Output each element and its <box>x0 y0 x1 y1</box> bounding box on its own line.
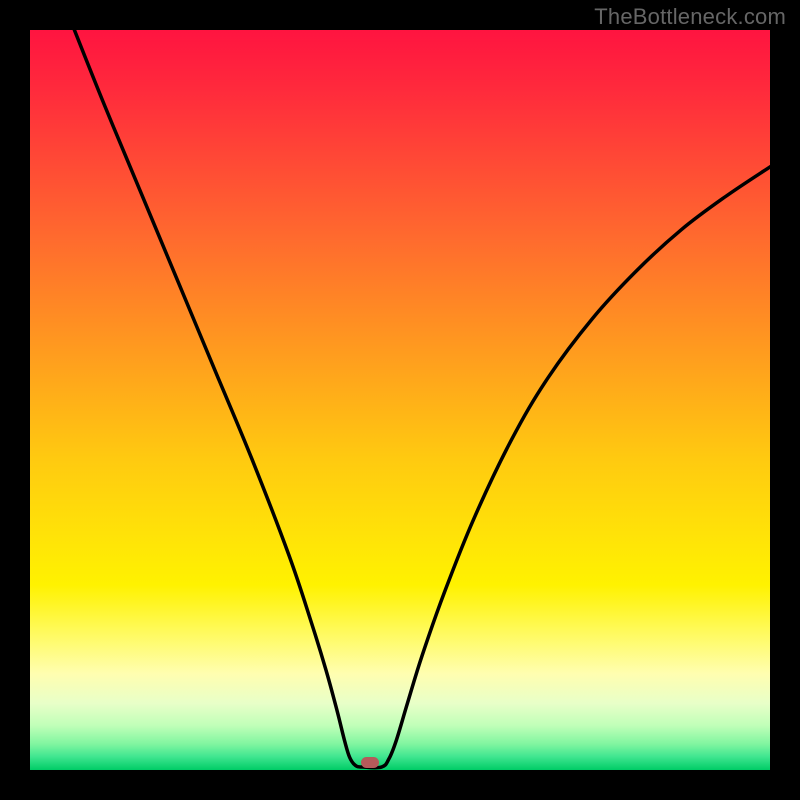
bottleneck-curve <box>30 30 770 770</box>
minimum-marker <box>361 757 379 768</box>
watermark-text: TheBottleneck.com <box>594 4 786 30</box>
chart-container: TheBottleneck.com <box>0 0 800 800</box>
plot-area <box>30 30 770 770</box>
